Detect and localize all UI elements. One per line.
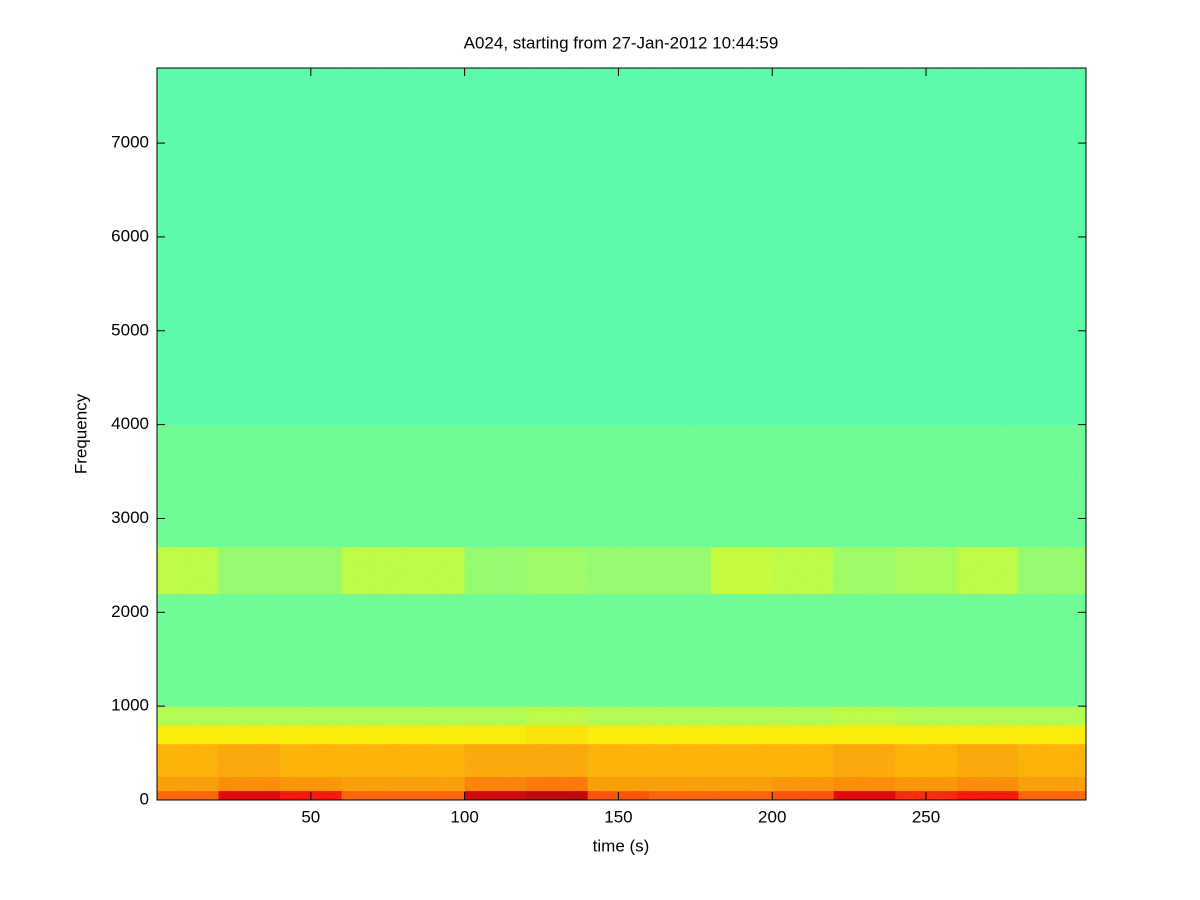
y-tick-label: 2000: [111, 602, 149, 621]
x-axis-label: time (s): [593, 836, 650, 855]
noise-texture: [157, 68, 1086, 800]
y-tick-label: 6000: [111, 226, 149, 245]
plot-frame: [156, 67, 1087, 801]
axes: 50 100 150 200 250 0 1000 2000 3000 4000 5000 6000 7…: [111, 68, 1086, 826]
y-tick-label: 0: [140, 789, 149, 808]
x-tick-label: 150: [604, 807, 632, 826]
y-tick-label: 3000: [111, 508, 149, 527]
x-tick-label: 50: [301, 807, 320, 826]
x-tick-label: 250: [912, 807, 940, 826]
y-tick-label: 1000: [111, 696, 149, 715]
chart-title: A024, starting from 27-Jan-2012 10:44:59: [464, 33, 779, 52]
y-tick-label: 4000: [111, 414, 149, 433]
x-tick-label: 200: [758, 807, 786, 826]
y-axis-label: Frequency: [71, 393, 90, 474]
x-tick-label: 100: [450, 807, 478, 826]
y-tick-label: 7000: [111, 133, 149, 152]
y-tick-label: 5000: [111, 320, 149, 339]
